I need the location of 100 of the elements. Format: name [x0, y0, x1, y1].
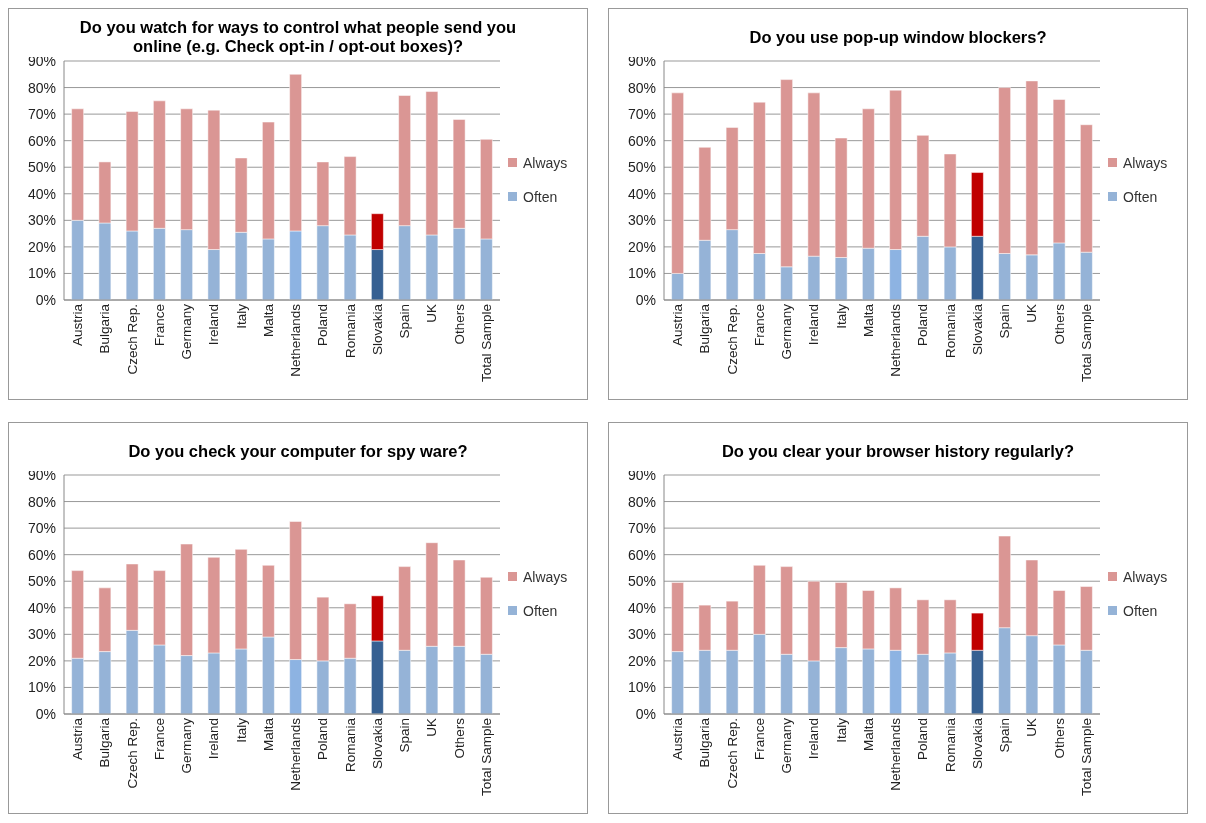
x-tick-label: Bulgaria [697, 717, 713, 768]
legend-label: Always [523, 154, 568, 171]
x-tick-label: Romania [342, 717, 358, 773]
y-tick-label: 20% [627, 238, 656, 255]
x-tick-label: Czech Rep. [124, 718, 140, 789]
x-tick-label: Malta [260, 303, 276, 338]
y-tick-label: 40% [27, 185, 56, 202]
legend-label: Always [523, 568, 568, 585]
x-tick-label: Germany [179, 303, 195, 360]
y-tick-label: 40% [27, 599, 56, 616]
y-tick-label: 30% [627, 626, 656, 643]
x-tick-label: Malta [860, 717, 876, 752]
x-tick-label: France [151, 304, 167, 347]
y-tick-label: 20% [27, 652, 56, 669]
x-tick-label: Malta [860, 303, 876, 338]
y-tick-label: 50% [27, 573, 56, 590]
y-tick-label: 90% [27, 466, 56, 483]
x-tick-label: Austria [70, 717, 86, 761]
x-tick-label: Bulgaria [697, 303, 713, 354]
y-tick-label: 60% [627, 546, 656, 563]
chart-title: Do you use pop-up window blockers? [748, 26, 1048, 48]
x-tick-label: Czech Rep. [724, 304, 740, 375]
y-tick-label: 30% [27, 212, 56, 229]
x-tick-label: Germany [779, 717, 795, 774]
x-tick-label: Poland [915, 718, 931, 761]
x-tick-label: Malta [260, 717, 276, 752]
y-tick-label: 90% [627, 52, 656, 69]
x-tick-label: Austria [670, 303, 686, 347]
x-tick-label: Spain [397, 304, 413, 339]
y-tick-label: 50% [627, 159, 656, 176]
x-tick-label: Bulgaria [97, 717, 113, 768]
y-tick-label: 70% [627, 106, 656, 123]
legend-label: Often [523, 602, 558, 619]
x-tick-label: UK [424, 718, 440, 737]
y-tick-label: 30% [627, 212, 656, 229]
x-tick-label: Italy [833, 717, 849, 743]
x-tick-label: Austria [70, 303, 86, 347]
x-tick-label: Italy [233, 303, 249, 329]
y-tick-label: 0% [635, 291, 656, 308]
x-tick-label: Poland [315, 718, 331, 761]
x-tick-label: Romania [942, 717, 958, 773]
x-tick-label: Others [1051, 717, 1067, 759]
x-tick-label: Slovakia [369, 303, 385, 356]
x-tick-label: Total Sample [1078, 718, 1094, 797]
y-tick-label: 40% [627, 599, 656, 616]
x-tick-label: Slovakia [369, 717, 385, 770]
y-tick-label: 0% [35, 291, 56, 308]
x-tick-label: Total Sample [1078, 304, 1094, 383]
x-tick-label: Total Sample [478, 304, 494, 383]
x-tick-label: UK [1024, 718, 1040, 737]
x-tick-label: Spain [997, 304, 1013, 339]
legend-label: Always [1123, 154, 1168, 171]
x-tick-label: Romania [942, 303, 958, 359]
x-tick-label: Germany [179, 717, 195, 774]
y-tick-label: 50% [627, 573, 656, 590]
x-tick-label: Italy [233, 717, 249, 743]
x-tick-label: Slovakia [969, 717, 985, 770]
chart-title: Do you clear your browser history regularly? [720, 440, 1076, 462]
legend-label: Often [1123, 602, 1158, 619]
y-tick-label: 20% [627, 652, 656, 669]
x-tick-label: Bulgaria [97, 303, 113, 354]
x-tick-label: Netherlands [888, 717, 904, 791]
y-tick-label: 20% [27, 238, 56, 255]
chart-title: Do you watch for ways to control what people send you online (e.g. Check opt-in / opt-out boxes)? [78, 17, 518, 57]
x-tick-label: France [751, 304, 767, 347]
x-tick-label: Total Sample [478, 718, 494, 797]
y-tick-label: 10% [27, 265, 56, 282]
y-tick-label: 10% [27, 679, 56, 696]
y-tick-label: 80% [627, 493, 656, 510]
y-tick-label: 80% [627, 79, 656, 96]
y-tick-label: 70% [627, 520, 656, 537]
y-tick-label: 50% [27, 159, 56, 176]
x-tick-label: Germany [779, 303, 795, 360]
x-tick-label: Romania [342, 303, 358, 359]
x-tick-label: Czech Rep. [724, 718, 740, 789]
x-tick-label: Others [451, 717, 467, 759]
y-tick-label: 80% [27, 493, 56, 510]
x-tick-label: UK [1024, 304, 1040, 323]
x-tick-label: Poland [915, 304, 931, 347]
y-tick-label: 30% [27, 626, 56, 643]
legend-label: Often [523, 188, 558, 205]
x-tick-label: UK [424, 304, 440, 323]
x-tick-label: Ireland [806, 304, 822, 346]
x-tick-label: Italy [833, 303, 849, 329]
y-tick-label: 70% [27, 106, 56, 123]
y-tick-label: 90% [627, 466, 656, 483]
x-tick-label: Others [1051, 303, 1067, 345]
y-tick-label: 60% [27, 132, 56, 149]
x-tick-label: Others [451, 303, 467, 345]
y-tick-label: 0% [635, 705, 656, 722]
x-tick-label: Ireland [806, 718, 822, 760]
x-tick-label: Austria [670, 717, 686, 761]
x-tick-label: Ireland [206, 718, 222, 760]
y-tick-label: 40% [627, 185, 656, 202]
y-tick-label: 90% [27, 52, 56, 69]
legend-label: Always [1123, 568, 1168, 585]
x-tick-label: France [151, 718, 167, 761]
x-tick-label: Czech Rep. [124, 304, 140, 375]
y-tick-label: 70% [27, 520, 56, 537]
x-tick-label: Spain [397, 718, 413, 753]
